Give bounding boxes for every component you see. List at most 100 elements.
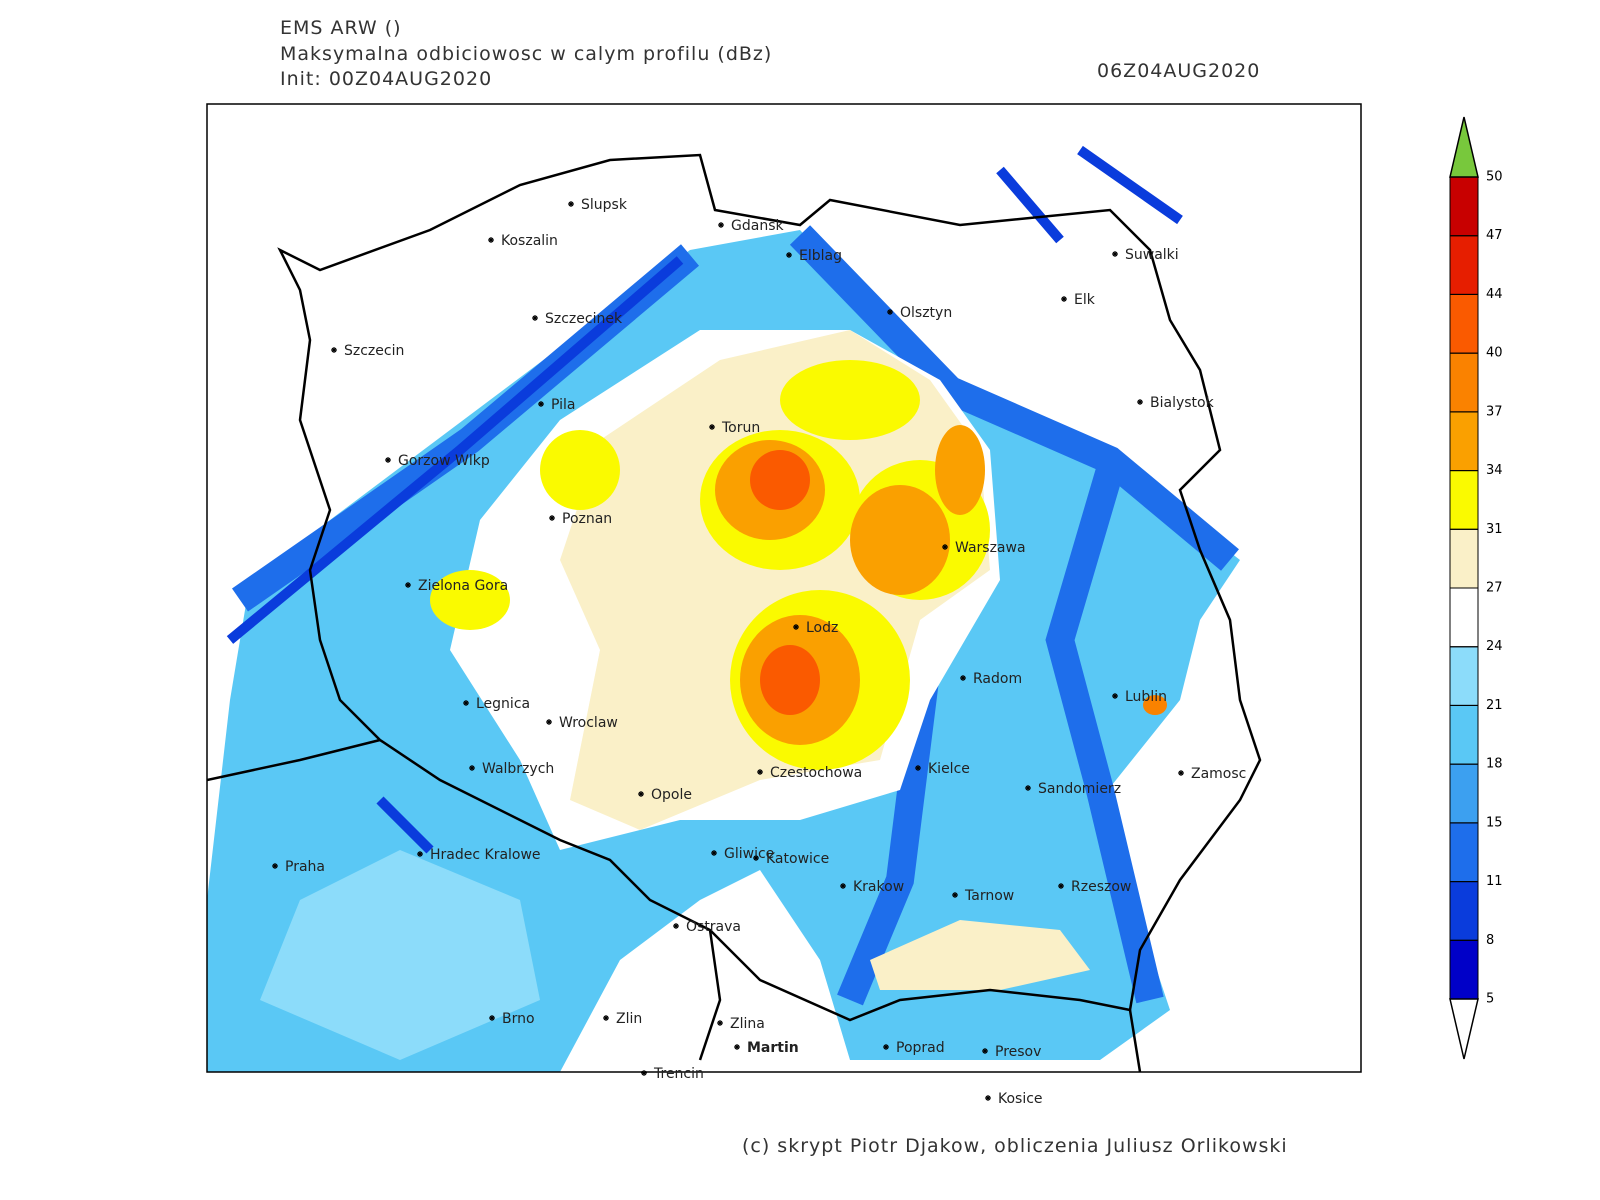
colorbar-band xyxy=(1449,939,1479,1000)
colorbar-label: 21 xyxy=(1486,698,1503,713)
city-label: Gdansk xyxy=(731,218,784,234)
colorbar-label: 44 xyxy=(1486,287,1503,302)
colorbar-over xyxy=(1449,116,1479,178)
city-marker xyxy=(942,544,948,550)
city-label: Szczecin xyxy=(344,343,404,359)
city-label: Poznan xyxy=(562,511,612,527)
city-marker xyxy=(757,769,763,775)
colorbar-band xyxy=(1449,176,1479,237)
city-label: Martin xyxy=(747,1040,799,1056)
city-label: Katowice xyxy=(766,851,829,867)
city-label: Lublin xyxy=(1125,689,1167,705)
colorbar-label: 24 xyxy=(1486,639,1503,654)
colorbar-band xyxy=(1449,528,1479,589)
city-marker xyxy=(915,765,921,771)
city-label: Poprad xyxy=(896,1040,945,1056)
city-label: Zielona Gora xyxy=(418,578,508,594)
city-marker xyxy=(1112,693,1118,699)
city-label: Gorzow Wlkp xyxy=(398,453,490,469)
colorbar-label: 27 xyxy=(1486,581,1503,596)
city-labels: Slupsk Koszalin Gdansk Elblag Suwalki Elk Olsz… xyxy=(272,197,1246,1107)
map-frame xyxy=(206,103,1362,1073)
colorbar-band xyxy=(1449,763,1479,824)
city-marker xyxy=(960,675,966,681)
colorbar-label: 5 xyxy=(1486,992,1494,1007)
city-marker xyxy=(985,1095,991,1101)
city-marker xyxy=(753,855,759,861)
city-label: Slupsk xyxy=(581,197,628,213)
city-label: Zamosc xyxy=(1191,766,1246,782)
colorbar-band xyxy=(1449,293,1479,354)
city-label: Bialystok xyxy=(1150,395,1215,411)
city-marker xyxy=(538,401,544,407)
city-marker xyxy=(840,883,846,889)
city-label: Lodz xyxy=(806,620,838,636)
city-marker xyxy=(734,1044,740,1050)
colorbar-band xyxy=(1449,470,1479,530)
city-marker xyxy=(272,863,278,869)
colorbar-band xyxy=(1449,352,1479,413)
city-marker xyxy=(385,457,391,463)
colorbar-band xyxy=(1449,881,1479,941)
colorbar-band xyxy=(1449,235,1479,295)
colorbar: 5 8 11 15 18 21 24 27 31 34 37 40 44 47 50 xyxy=(1449,116,1503,1060)
city-marker xyxy=(469,765,475,771)
city-marker xyxy=(711,850,717,856)
city-marker xyxy=(546,719,552,725)
city-label: Suwalki xyxy=(1125,247,1179,263)
city-label: Kielce xyxy=(928,761,970,777)
city-marker xyxy=(717,1020,723,1026)
colorbar-label: 34 xyxy=(1486,463,1503,478)
city-label: Radom xyxy=(973,671,1022,687)
city-marker xyxy=(463,700,469,706)
city-marker xyxy=(982,1048,988,1054)
footer-credit: (c) skrypt Piotr Djakow, obliczenia Juli… xyxy=(742,1135,1288,1157)
colorbar-label: 11 xyxy=(1486,874,1503,889)
colorbar-label: 8 xyxy=(1486,933,1494,948)
city-marker xyxy=(532,315,538,321)
city-marker xyxy=(673,923,679,929)
city-marker xyxy=(405,582,411,588)
city-label: Krakow xyxy=(853,879,904,895)
colorbar-band xyxy=(1449,587,1479,648)
city-label: Praha xyxy=(285,859,325,875)
city-marker xyxy=(793,624,799,630)
colorbar-label: 31 xyxy=(1486,522,1503,537)
city-label: Hradec Kralowe xyxy=(430,847,541,863)
city-label: Walbrzych xyxy=(482,761,554,777)
city-marker xyxy=(786,252,792,258)
colorbar-label: 15 xyxy=(1486,815,1503,830)
city-marker xyxy=(718,222,724,228)
field-title: Maksymalna odbiciowosc w calym profilu (… xyxy=(280,43,772,65)
colorbar-band xyxy=(1449,822,1479,883)
city-marker xyxy=(887,309,893,315)
city-label: Rzeszow xyxy=(1071,879,1131,895)
city-label: Koszalin xyxy=(501,233,558,249)
city-marker xyxy=(549,515,555,521)
city-marker xyxy=(1061,296,1067,302)
city-label: Olsztyn xyxy=(900,305,952,321)
city-label: Elblag xyxy=(799,248,842,264)
city-marker xyxy=(331,347,337,353)
colorbar-label: 50 xyxy=(1486,170,1503,185)
city-marker xyxy=(488,237,494,243)
borders xyxy=(207,153,1262,1072)
city-label: Opole xyxy=(651,787,692,803)
city-label: Czestochowa xyxy=(770,765,862,781)
city-marker xyxy=(1178,770,1184,776)
valid-time: 06Z04AUG2020 xyxy=(1097,60,1260,82)
city-label: Legnica xyxy=(476,696,530,712)
city-label: Szczecinek xyxy=(545,311,623,327)
city-label: Zlina xyxy=(730,1016,765,1032)
city-marker xyxy=(1112,251,1118,257)
city-label: Brno xyxy=(502,1011,535,1027)
city-marker xyxy=(603,1015,609,1021)
colorbar-under xyxy=(1449,998,1479,1060)
colorbar-band xyxy=(1449,411,1479,472)
city-marker xyxy=(568,201,574,207)
city-marker xyxy=(417,851,423,857)
radar-field xyxy=(207,145,1240,1072)
city-label: Gliwice xyxy=(724,846,774,862)
city-label: Wroclaw xyxy=(559,715,618,731)
